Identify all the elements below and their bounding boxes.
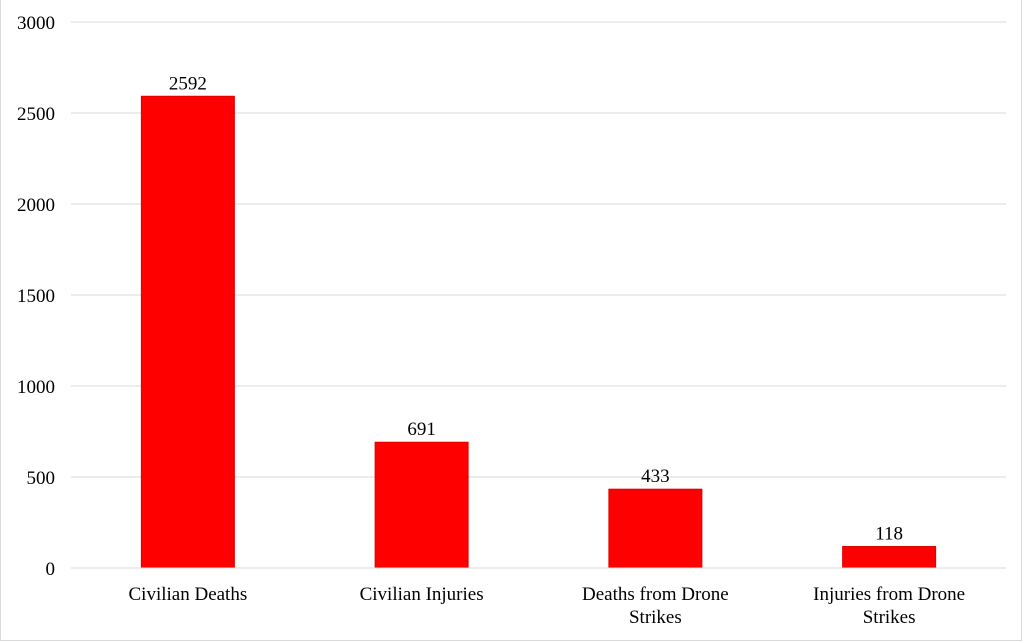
y-axis-ticks: 0 500 1000 1500 2000 2500 3000 xyxy=(17,13,55,580)
category-label-line: Injuries from Drone xyxy=(813,584,965,605)
y-tick-label-1500: 1500 xyxy=(17,286,55,307)
data-labels: 2592 691 433 118 xyxy=(169,73,903,544)
bar-0 xyxy=(140,95,235,569)
data-label-2: 433 xyxy=(641,466,670,487)
category-label-line: Civilian Deaths xyxy=(129,584,248,605)
bar-1 xyxy=(374,441,469,569)
category-label-line: Strikes xyxy=(863,607,916,628)
y-tick-label-2500: 2500 xyxy=(17,104,55,125)
category-label-line: Deaths from Drone xyxy=(582,584,729,605)
category-label-0: Civilian Deaths xyxy=(129,584,248,605)
data-label-3: 118 xyxy=(875,524,903,545)
y-tick-label-2000: 2000 xyxy=(17,195,55,216)
bar-3 xyxy=(842,546,937,569)
y-tick-label-1000: 1000 xyxy=(17,377,55,398)
x-axis-categories: Civilian Deaths Civilian Injuries Deaths f… xyxy=(129,584,966,628)
bar-2 xyxy=(608,488,703,569)
data-label-0: 2592 xyxy=(169,73,207,94)
y-tick-label-0: 0 xyxy=(46,559,56,580)
data-label-1: 691 xyxy=(407,419,436,440)
category-label-1: Civilian Injuries xyxy=(360,584,484,605)
category-label-line: Strikes xyxy=(629,607,682,628)
category-label-3: Injuries from Drone Strikes xyxy=(813,584,965,628)
y-tick-label-500: 500 xyxy=(27,468,56,489)
y-tick-label-3000: 3000 xyxy=(17,13,55,34)
category-label-line: Civilian Injuries xyxy=(360,584,484,605)
category-label-2: Deaths from Drone Strikes xyxy=(582,584,729,628)
bars xyxy=(140,95,937,569)
